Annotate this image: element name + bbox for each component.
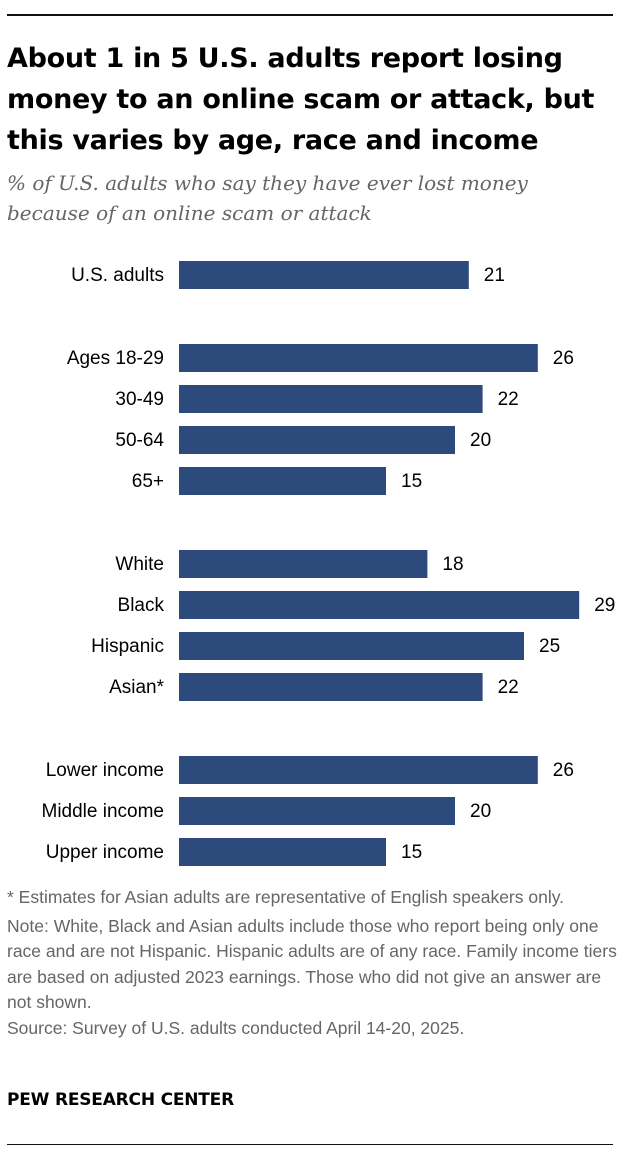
chart-notes: * Estimates for Asian adults are represe… (7, 885, 617, 1041)
bar-u-s-adults (179, 261, 469, 289)
bar-ages-18-29 (179, 344, 538, 372)
methodology-note: Note: White, Black and Asian adults incl… (7, 915, 617, 1013)
bar-65 (179, 467, 386, 495)
top-rule (7, 14, 613, 16)
source-note: Source: Survey of U.S. adults conducted … (7, 1017, 465, 1038)
category-label-u-s-adults: U.S. adults (71, 265, 164, 286)
bar-lower-income (179, 756, 538, 784)
category-label-white: White (115, 554, 164, 575)
category-label-asian: Asian* (109, 677, 165, 698)
bar-black (179, 591, 580, 619)
value-label-black: 29 (594, 595, 615, 616)
value-label-white: 18 (442, 554, 463, 575)
bar-asian (179, 673, 483, 701)
chart-title: About 1 in 5 U.S. adults report losing m… (7, 43, 595, 156)
category-label-middle-income: Middle income (42, 801, 165, 822)
value-label-lower-income: 26 (553, 760, 574, 781)
value-label-hispanic: 25 (539, 636, 560, 657)
chart-subtitle: % of U.S. adults who say they have ever … (7, 171, 528, 225)
category-label-30-49: 30-49 (115, 389, 164, 410)
value-label-middle-income: 20 (470, 801, 491, 822)
value-label-30-49: 22 (498, 389, 519, 410)
bar-upper-income (179, 838, 386, 866)
bar-50-64 (179, 426, 455, 454)
category-label-hispanic: Hispanic (91, 636, 164, 657)
bar-middle-income (179, 797, 455, 825)
value-label-upper-income: 15 (401, 842, 422, 863)
brand-logo: PEW RESEARCH CENTER (7, 1090, 234, 1110)
bar-chart: U.S. adults 21 Ages 18-29 26 30-49 22 50-64 20 6… (42, 261, 615, 866)
value-label-ages-18-29: 26 (553, 348, 574, 369)
value-label-asian: 22 (498, 677, 519, 698)
category-label-lower-income: Lower income (46, 760, 164, 781)
bar-30-49 (179, 385, 483, 413)
bottom-rule (7, 1144, 613, 1145)
category-label-65: 65+ (132, 471, 164, 492)
category-label-50-64: 50-64 (115, 430, 164, 451)
category-label-upper-income: Upper income (46, 842, 164, 863)
bar-white (179, 550, 428, 578)
category-label-ages-18-29: Ages 18-29 (67, 348, 164, 369)
bar-hispanic (179, 632, 524, 660)
value-label-u-s-adults: 21 (484, 265, 505, 286)
asterisk-note: * Estimates for Asian adults are represe… (7, 887, 565, 907)
value-label-50-64: 20 (470, 430, 491, 451)
category-label-black: Black (118, 595, 165, 616)
value-label-65: 15 (401, 471, 422, 492)
